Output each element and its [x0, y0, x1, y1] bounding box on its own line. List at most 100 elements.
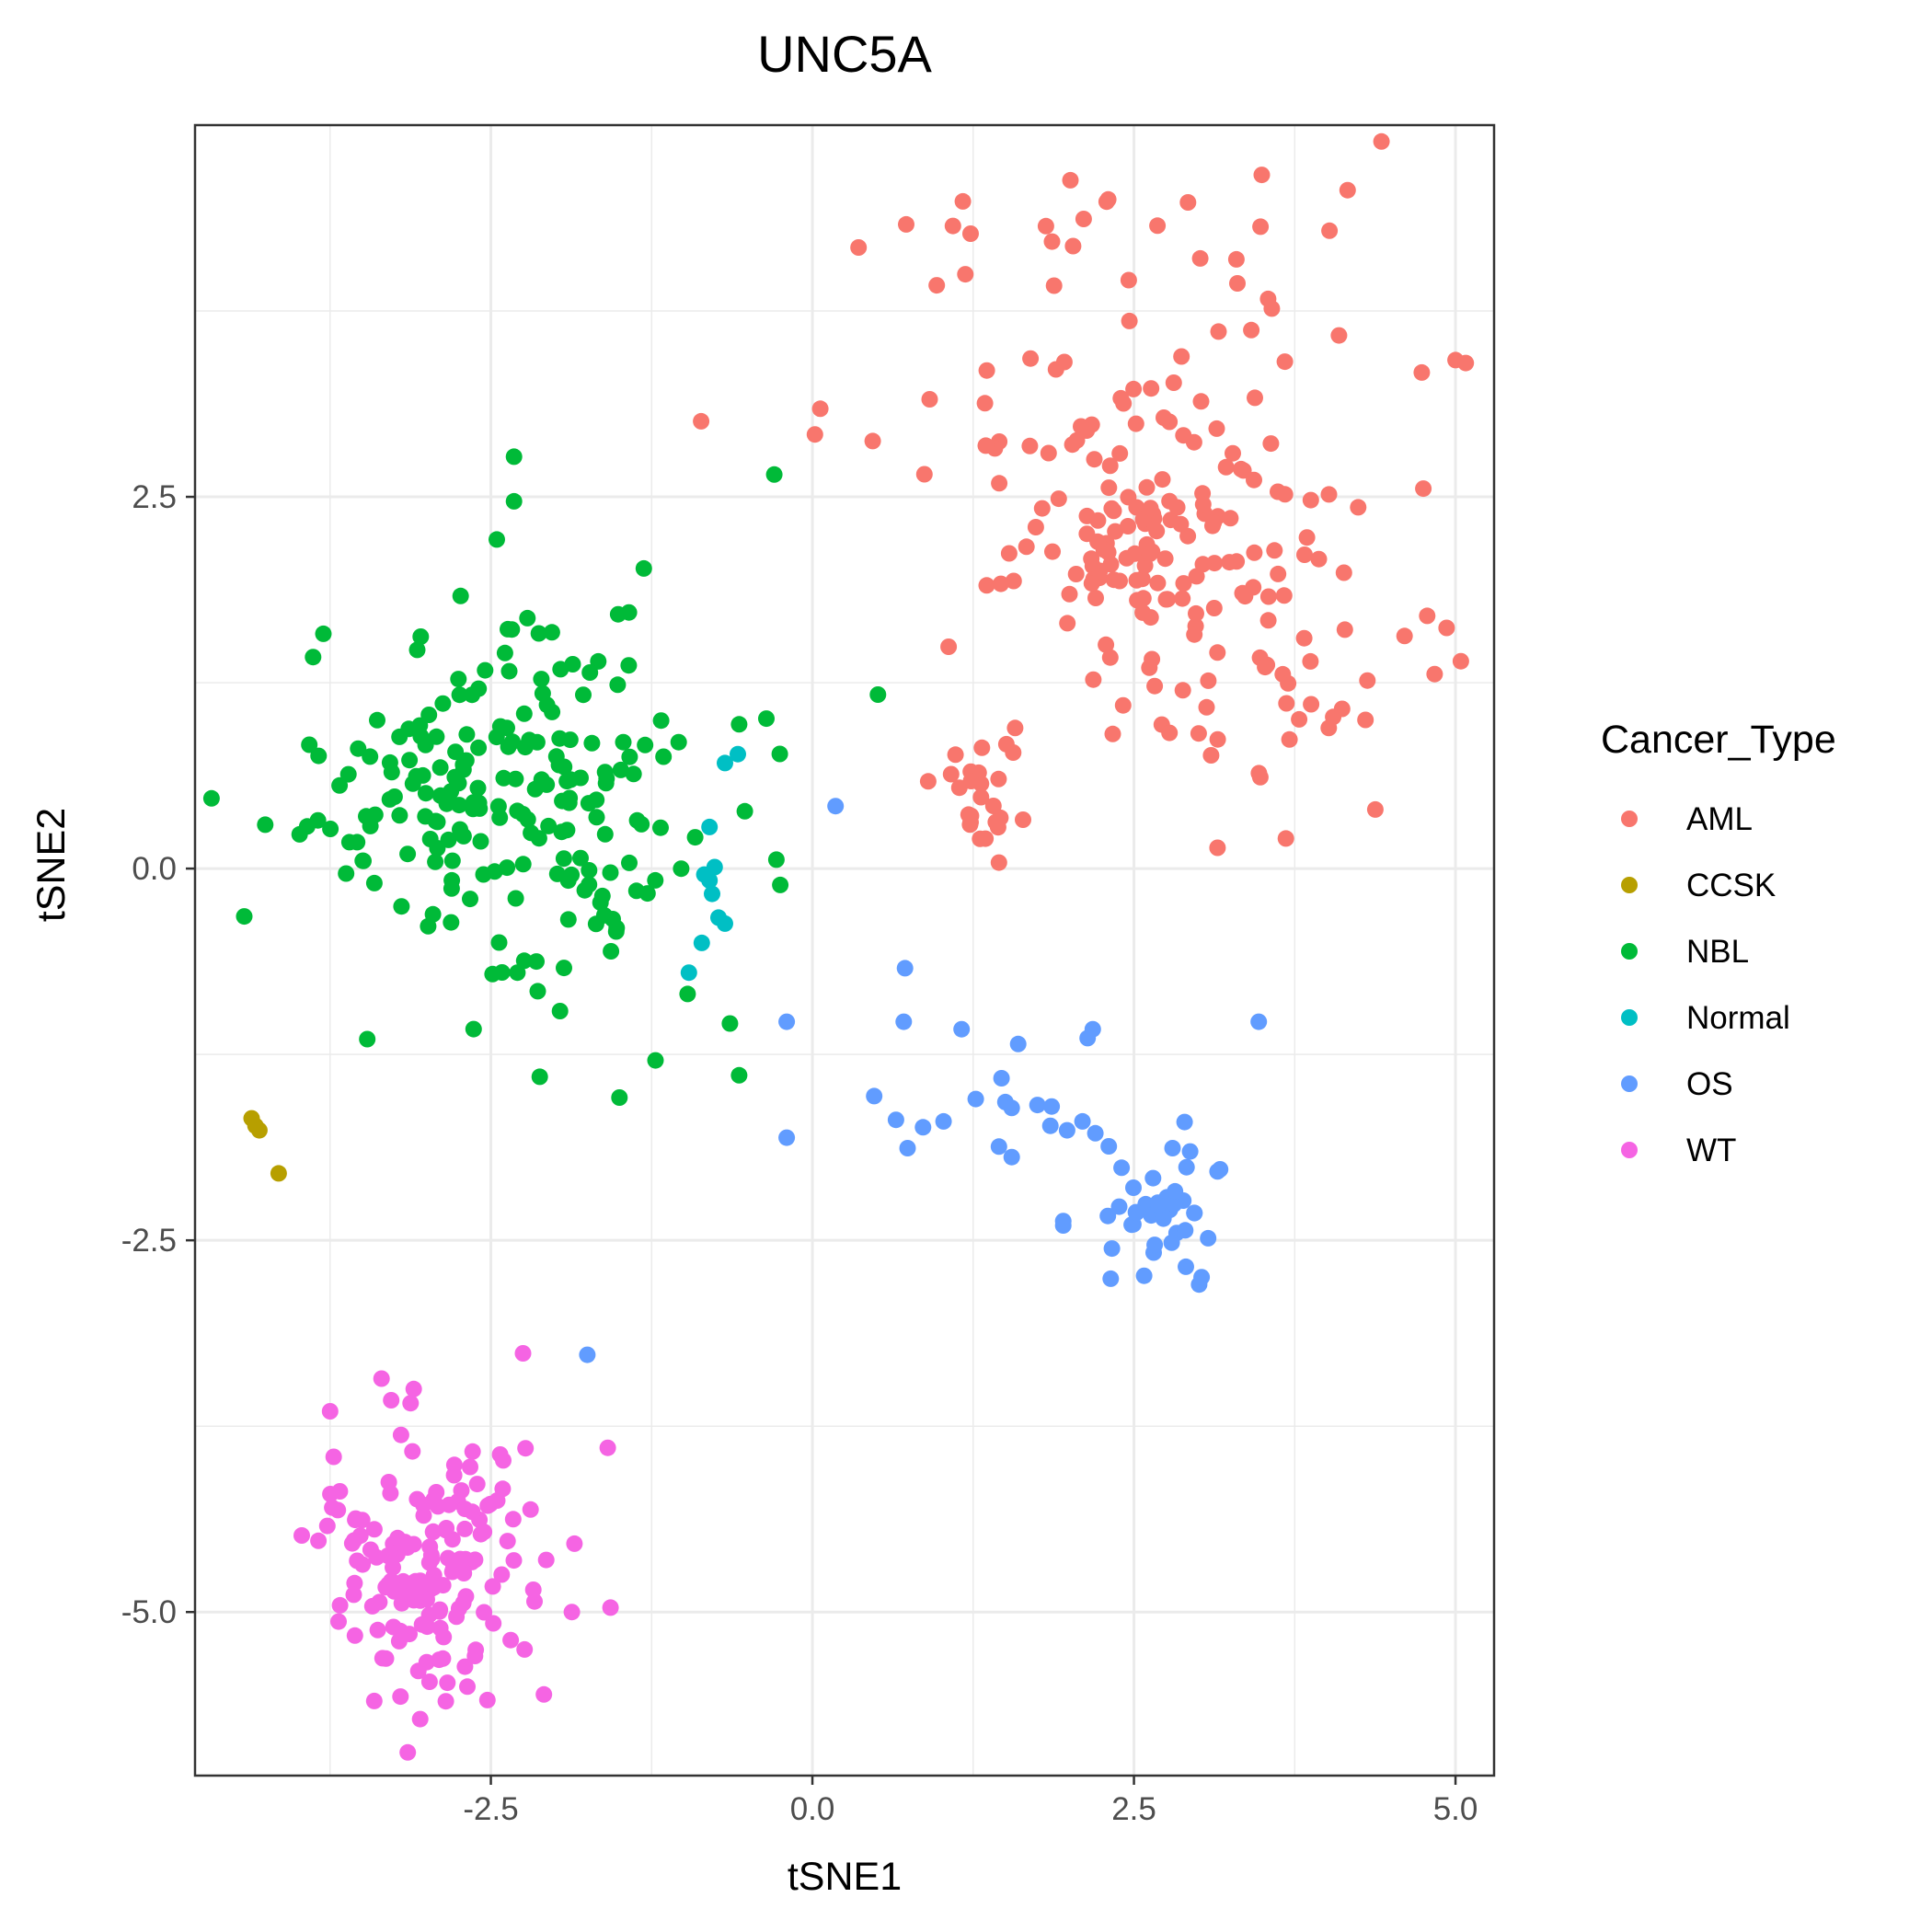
point-nbl	[443, 852, 461, 869]
point-nbl	[500, 662, 518, 680]
point-wt	[439, 1674, 456, 1692]
point-nbl	[236, 908, 253, 926]
point-nbl	[550, 756, 568, 774]
point-aml	[991, 475, 1008, 492]
point-nbl	[765, 466, 783, 483]
point-nbl	[575, 686, 592, 704]
point-nbl	[526, 780, 544, 798]
point-os	[895, 1013, 913, 1030]
point-aml	[921, 391, 938, 408]
legend-label: NBL	[1686, 934, 1749, 970]
point-nbl	[401, 752, 419, 769]
point-wt	[517, 1440, 535, 1457]
point-aml	[1127, 415, 1144, 432]
series-os	[579, 798, 1268, 1363]
point-nbl	[202, 789, 220, 807]
point-nbl	[365, 874, 383, 891]
point-aml	[1222, 510, 1239, 527]
point-os	[866, 1087, 883, 1105]
point-aml	[864, 432, 881, 450]
point-aml	[978, 577, 995, 594]
point-os	[1135, 1267, 1153, 1284]
point-os	[778, 1013, 796, 1030]
point-aml	[1149, 217, 1167, 235]
point-aml	[1022, 350, 1040, 367]
point-wt	[499, 1533, 516, 1550]
point-nbl	[338, 865, 355, 882]
point-wt	[411, 1710, 429, 1728]
point-aml	[1259, 612, 1277, 629]
point-aml	[957, 266, 974, 283]
point-aml	[1295, 629, 1313, 647]
point-aml	[1142, 500, 1159, 517]
point-normal	[701, 818, 719, 835]
point-nbl	[420, 917, 437, 935]
point-aml	[1100, 479, 1118, 497]
point-nbl	[475, 866, 492, 883]
point-aml	[928, 277, 946, 294]
point-wt	[369, 1621, 386, 1639]
point-wt	[330, 1613, 347, 1630]
point-nbl	[588, 809, 605, 826]
point-nbl	[322, 821, 339, 837]
point-aml	[1302, 491, 1319, 509]
series-normal	[680, 745, 746, 982]
point-aml	[1373, 132, 1390, 150]
point-wt	[493, 1566, 511, 1583]
point-aml	[1296, 546, 1313, 563]
legend-item-aml: AML	[1621, 801, 1753, 837]
point-normal	[693, 934, 710, 951]
point-os	[1003, 1099, 1020, 1117]
point-wt	[522, 1501, 539, 1518]
point-wt	[504, 1511, 522, 1528]
point-os	[1181, 1143, 1199, 1160]
point-nbl	[391, 728, 408, 745]
point-os	[1144, 1169, 1162, 1187]
point-nbl	[354, 852, 372, 869]
point-aml	[1310, 550, 1328, 568]
point-nbl	[446, 768, 464, 786]
legend: Cancer_Type AML CCSK NBL Normal OS WT	[1601, 718, 1836, 1168]
point-nbl	[607, 923, 625, 940]
point-aml	[1111, 444, 1129, 462]
point-aml	[1205, 600, 1223, 616]
legend-label: Normal	[1686, 1000, 1790, 1036]
point-aml	[1128, 571, 1145, 589]
point-nbl	[381, 790, 398, 808]
point-nbl	[450, 671, 467, 688]
point-aml	[1302, 652, 1319, 670]
legend-label: OS	[1686, 1066, 1733, 1102]
point-nbl	[369, 711, 385, 729]
point-os	[1200, 1229, 1217, 1247]
series-wt	[293, 1345, 619, 1761]
point-nbl	[340, 834, 358, 851]
point-nbl	[427, 812, 444, 830]
point-wt	[346, 1574, 363, 1592]
point-aml	[1208, 420, 1225, 437]
point-wt	[434, 1577, 452, 1594]
point-aml	[1335, 564, 1352, 581]
point-os	[1176, 1113, 1193, 1131]
point-aml	[1246, 471, 1262, 489]
point-aml	[1277, 830, 1294, 847]
point-aml	[1426, 665, 1443, 683]
point-wt	[484, 1578, 501, 1595]
point-wt	[431, 1651, 448, 1669]
point-aml	[1438, 619, 1455, 637]
point-os	[1054, 1217, 1072, 1234]
point-nbl	[621, 748, 638, 765]
point-os	[827, 798, 845, 815]
point-aml	[915, 466, 933, 483]
point-aml	[1262, 435, 1280, 453]
point-nbl	[609, 676, 627, 694]
point-aml	[1043, 233, 1061, 250]
point-aml	[1278, 695, 1295, 712]
point-nbl	[350, 740, 367, 757]
point-aml	[1073, 418, 1089, 435]
point-aml	[1205, 514, 1223, 532]
point-nbl	[421, 831, 439, 847]
legend-item-ccsk: CCSK	[1621, 868, 1776, 903]
point-nbl	[393, 898, 410, 915]
point-aml	[1209, 644, 1226, 661]
point-os	[1099, 1207, 1117, 1225]
